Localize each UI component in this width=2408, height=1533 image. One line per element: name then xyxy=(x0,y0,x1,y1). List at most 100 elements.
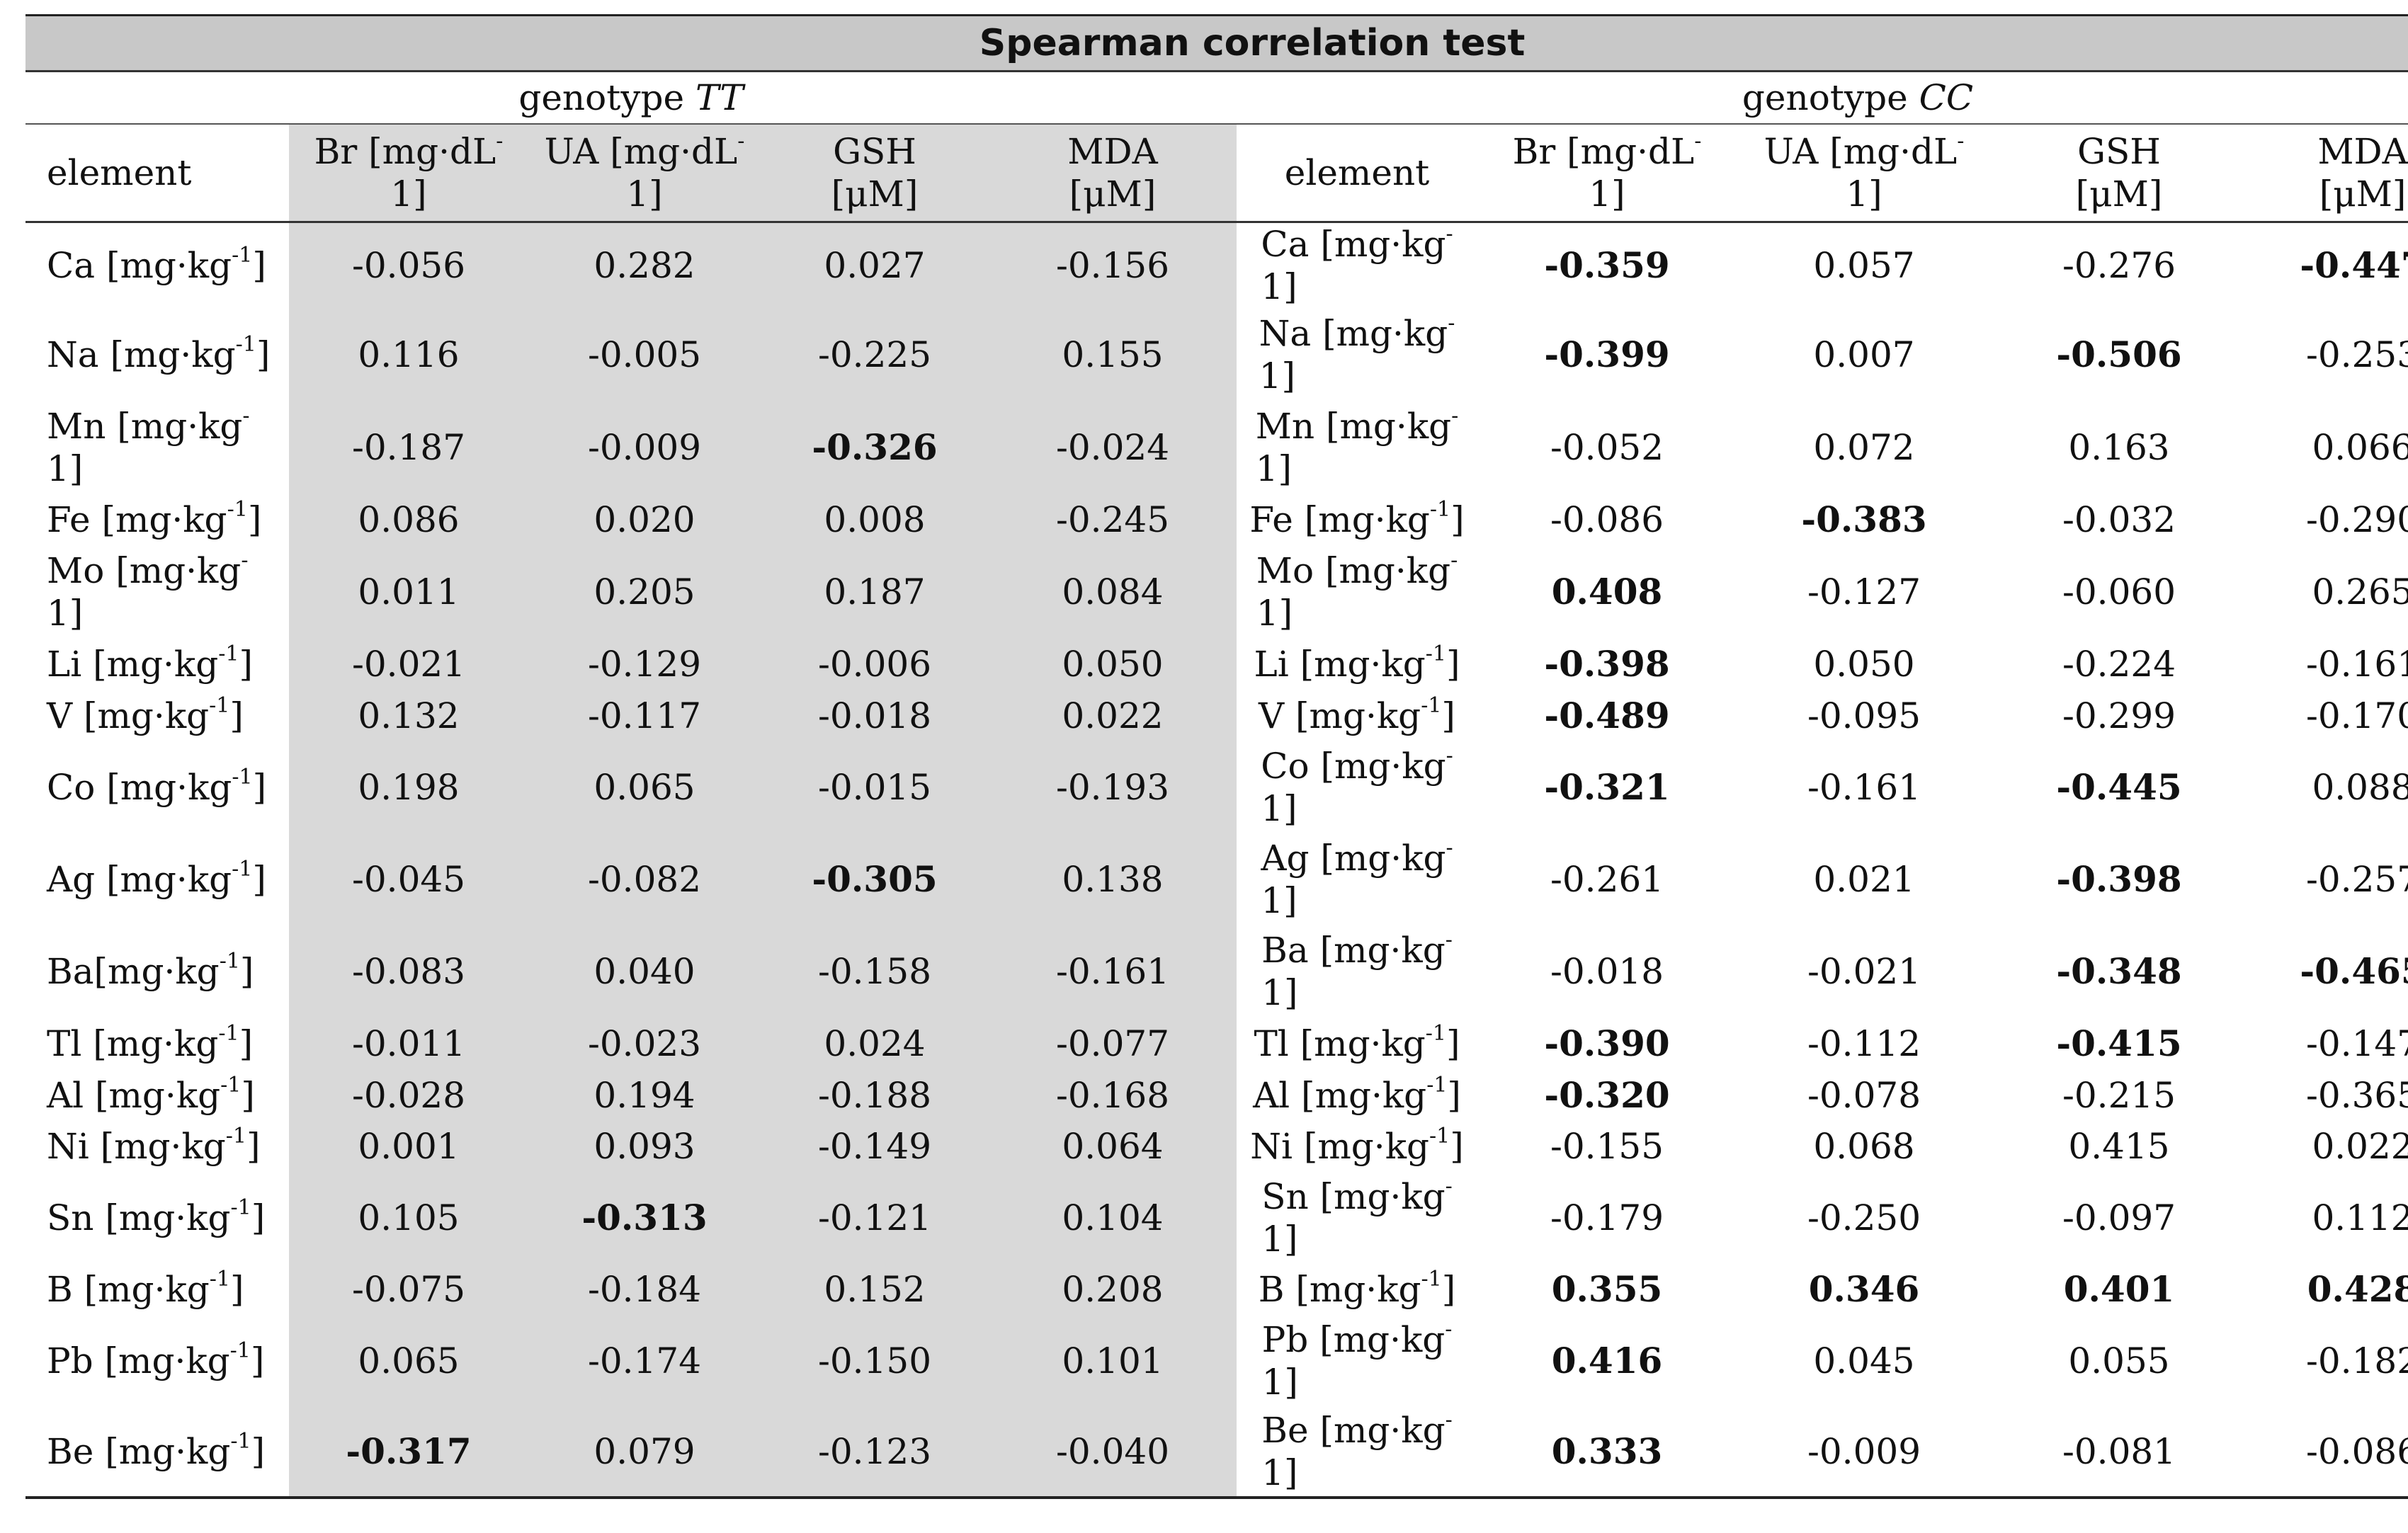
cell-tt-br: -0.028 xyxy=(289,1070,528,1121)
cell-tt-mda: 0.155 xyxy=(989,308,1237,401)
element-name-cc: Pb [mg·kg- 1] xyxy=(1261,1317,1453,1403)
cell-cc-gsh: 0.415 xyxy=(2068,1126,2170,1167)
cell-cc-mda: -0.447 xyxy=(2300,244,2408,286)
cell-tt-ua: 0.020 xyxy=(528,494,761,546)
cell-tt-gsh: -0.326 xyxy=(761,401,989,494)
cell-tt-gsh: 0.008 xyxy=(761,494,989,546)
cell-tt-gsh: 0.024 xyxy=(761,1018,989,1070)
cell-cc-ua: -0.383 xyxy=(1801,498,1927,540)
table-row: Co [mg·kg-1] 0.198 0.065 -0.015 -0.193 Co [mg… xyxy=(25,741,2408,833)
cell-cc-ua: -0.161 xyxy=(1807,767,1921,808)
cell-tt-gsh: -0.225 xyxy=(761,308,989,401)
element-name-tt: Fe [mg·kg-1] xyxy=(47,497,262,541)
element-name-cc: Ag [mg·kg- 1] xyxy=(1261,836,1453,922)
cell-tt-br: -0.317 xyxy=(289,1407,528,1499)
cell-tt-ua: 0.079 xyxy=(528,1407,761,1499)
element-name-cc: Ba [mg·kg- 1] xyxy=(1261,928,1453,1014)
cell-cc-ua: 0.007 xyxy=(1813,334,1915,375)
table-row: Pb [mg·kg-1] 0.065 -0.174 -0.150 0.101 Pb [mg… xyxy=(25,1315,2408,1407)
cell-cc-mda: 0.022 xyxy=(2312,1126,2408,1167)
cell-tt-ua: -0.023 xyxy=(528,1018,761,1070)
element-name-tt: V [mg·kg-1] xyxy=(47,693,244,737)
cell-cc-mda: -0.290 xyxy=(2306,499,2408,540)
element-name-cc: Li [mg·kg-1] xyxy=(1254,642,1460,685)
header-element-tt: element xyxy=(25,124,289,223)
element-name-tt: Mo [mg·kg- 1] xyxy=(47,548,249,634)
cell-cc-br: -0.018 xyxy=(1550,951,1664,992)
cell-cc-br: -0.155 xyxy=(1550,1126,1664,1167)
cell-cc-br: -0.179 xyxy=(1550,1197,1664,1238)
table-row: V [mg·kg-1] 0.132 -0.117 -0.018 0.022 V [mg·k… xyxy=(25,690,2408,741)
cell-cc-br: -0.398 xyxy=(1544,643,1670,685)
cell-tt-mda: -0.024 xyxy=(989,401,1237,494)
cell-tt-mda: -0.193 xyxy=(989,741,1237,833)
cell-cc-br: 0.355 xyxy=(1551,1268,1663,1310)
header-br-tt: Br [mg·dL- 1] xyxy=(289,124,528,223)
cell-cc-br: -0.321 xyxy=(1544,766,1670,808)
cell-cc-gsh: -0.060 xyxy=(2062,571,2176,612)
cell-cc-gsh: -0.081 xyxy=(1992,1407,2247,1499)
table-row: Mo [mg·kg- 1] 0.011 0.205 0.187 0.084 Mo [mg·k… xyxy=(25,546,2408,638)
cell-tt-mda: -0.245 xyxy=(989,494,1237,546)
table-row: Mn [mg·kg- 1] -0.187 -0.009 -0.326 -0.024 Mn [… xyxy=(25,401,2408,494)
element-name-cc: Mn [mg·kg- 1] xyxy=(1255,404,1459,490)
table-row: Fe [mg·kg-1] 0.086 0.020 0.008 -0.245 Fe [mg·… xyxy=(25,494,2408,546)
cell-tt-br: -0.021 xyxy=(289,638,528,690)
element-name-tt: Al [mg·kg-1] xyxy=(47,1073,255,1117)
cell-tt-mda: -0.156 xyxy=(989,222,1237,308)
cell-cc-br: -0.320 xyxy=(1544,1074,1670,1116)
element-name-cc: Fe [mg·kg-1] xyxy=(1249,497,1465,541)
cell-tt-ua: -0.313 xyxy=(528,1172,761,1264)
cell-cc-mda: -0.147 xyxy=(2306,1023,2408,1064)
cell-tt-mda: 0.101 xyxy=(989,1315,1237,1407)
cell-tt-gsh: -0.305 xyxy=(761,833,989,925)
cell-cc-ua: -0.078 xyxy=(1807,1075,1921,1116)
cell-tt-br: -0.083 xyxy=(289,925,528,1018)
cell-cc-br: -0.086 xyxy=(1550,499,1664,540)
cell-cc-ua: -0.250 xyxy=(1807,1197,1921,1238)
header-ua-cc: UA [mg·dL- 1] xyxy=(1737,124,1992,223)
cell-cc-ua: 0.068 xyxy=(1813,1126,1915,1167)
cell-tt-gsh: 0.152 xyxy=(761,1264,989,1315)
table-row: Sn [mg·kg-1] 0.105 -0.313 -0.121 0.104 Sn [mg… xyxy=(25,1172,2408,1264)
cell-tt-br: 0.011 xyxy=(289,546,528,638)
cell-tt-br: 0.065 xyxy=(289,1315,528,1407)
element-name-tt: B [mg·kg-1] xyxy=(47,1267,244,1311)
cell-tt-br: 0.105 xyxy=(289,1172,528,1264)
table-row: Ni [mg·kg-1] 0.001 0.093 -0.149 0.064 Ni [mg·… xyxy=(25,1121,2408,1172)
table-title: Spearman correlation test xyxy=(25,14,2408,72)
cell-tt-mda: 0.208 xyxy=(989,1264,1237,1315)
element-name-cc: Sn [mg·kg- 1] xyxy=(1261,1174,1453,1260)
cell-tt-gsh: 0.027 xyxy=(761,222,989,308)
element-name-tt: Ni [mg·kg-1] xyxy=(47,1124,261,1168)
cell-cc-mda: -0.170 xyxy=(2306,695,2408,736)
cell-cc-gsh: -0.299 xyxy=(2062,695,2176,736)
element-name-cc: V [mg·kg-1] xyxy=(1259,693,1455,737)
cell-tt-gsh: -0.158 xyxy=(761,925,989,1018)
cell-tt-ua: 0.065 xyxy=(528,741,761,833)
cell-tt-gsh: -0.123 xyxy=(761,1407,989,1499)
cell-cc-gsh: -0.506 xyxy=(2056,334,2182,375)
cell-tt-ua: -0.082 xyxy=(528,833,761,925)
cell-cc-gsh: 0.163 xyxy=(2068,427,2170,468)
cell-cc-mda: -0.086 xyxy=(2247,1407,2408,1499)
cell-cc-br: 0.416 xyxy=(1551,1340,1663,1381)
cell-tt-ua: -0.005 xyxy=(528,308,761,401)
cell-cc-gsh: -0.276 xyxy=(2062,245,2176,286)
cell-cc-br: -0.399 xyxy=(1544,334,1670,375)
cell-tt-mda: -0.168 xyxy=(989,1070,1237,1121)
cell-tt-br: 0.198 xyxy=(289,741,528,833)
cell-tt-br: -0.056 xyxy=(289,222,528,308)
cell-cc-mda: 0.088 xyxy=(2312,767,2408,808)
genotype-tt-label: genotype TT xyxy=(25,71,1237,125)
cell-tt-ua: 0.093 xyxy=(528,1121,761,1172)
cell-tt-mda: -0.077 xyxy=(989,1018,1237,1070)
header-br-cc: Br [mg·dL- 1] xyxy=(1477,124,1737,223)
cell-tt-gsh: -0.018 xyxy=(761,690,989,741)
header-ua-tt: UA [mg·dL- 1] xyxy=(528,124,761,223)
header-gsh-cc: GSH [μM] xyxy=(1992,124,2247,223)
cell-tt-ua: -0.174 xyxy=(528,1315,761,1407)
cell-tt-mda: 0.084 xyxy=(989,546,1237,638)
cell-cc-ua: -0.009 xyxy=(1737,1407,1992,1499)
cell-tt-ua: -0.129 xyxy=(528,638,761,690)
